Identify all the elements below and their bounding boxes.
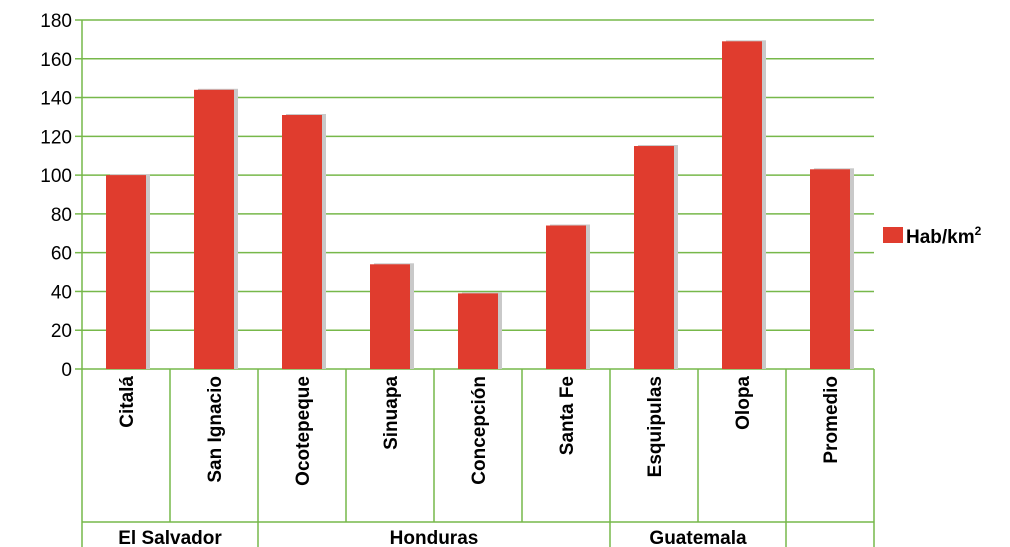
category-label: Citalá — [117, 376, 138, 428]
bar — [106, 175, 146, 369]
category-label: San Ignacio — [205, 376, 226, 483]
y-tick-label: 100 — [40, 166, 72, 187]
bar — [810, 169, 850, 369]
bar — [634, 146, 674, 369]
axes — [75, 19, 875, 547]
y-tick-label: 0 — [61, 360, 72, 381]
group-label: El Salvador — [118, 528, 222, 547]
bar — [370, 264, 410, 369]
group-labels: El Salvador Honduras Guatemala — [118, 528, 747, 547]
y-tick-label: 40 — [51, 282, 72, 303]
bar — [458, 293, 498, 369]
legend: Hab/km2 — [883, 224, 982, 248]
bar — [282, 115, 322, 369]
category-label: Concepción — [469, 376, 490, 485]
category-labels: Citalá San Ignacio Ocotepeque Sinuapa Concep… — [117, 376, 842, 486]
legend-swatch — [883, 227, 903, 243]
group-label: Guatemala — [649, 528, 747, 547]
legend-label-base: Hab/km — [906, 227, 975, 248]
group-label: Honduras — [390, 528, 479, 547]
category-label: Santa Fe — [557, 376, 578, 455]
bar — [722, 41, 762, 369]
y-tick-label: 160 — [40, 50, 72, 71]
category-label: Ocotepeque — [293, 376, 314, 486]
category-label: Olopa — [733, 376, 754, 430]
category-label: Promedio — [821, 376, 842, 464]
legend-label-superscript: 2 — [975, 224, 982, 238]
y-tick-label: 60 — [51, 244, 72, 265]
y-tick-label: 120 — [40, 127, 72, 148]
y-tick-labels: 0 20 40 60 80 100 120 140 160 180 — [40, 11, 72, 381]
y-tick-label: 180 — [40, 11, 72, 32]
y-tick-label: 80 — [51, 205, 72, 226]
bar — [546, 225, 586, 369]
category-label: Sinuapa — [381, 376, 402, 450]
bar — [194, 89, 234, 370]
category-label: Esquipulas — [645, 376, 666, 477]
bars — [106, 40, 854, 370]
y-tick-label: 20 — [51, 321, 72, 342]
y-tick-label: 140 — [40, 89, 72, 110]
legend-label: Hab/km2 — [906, 224, 982, 248]
